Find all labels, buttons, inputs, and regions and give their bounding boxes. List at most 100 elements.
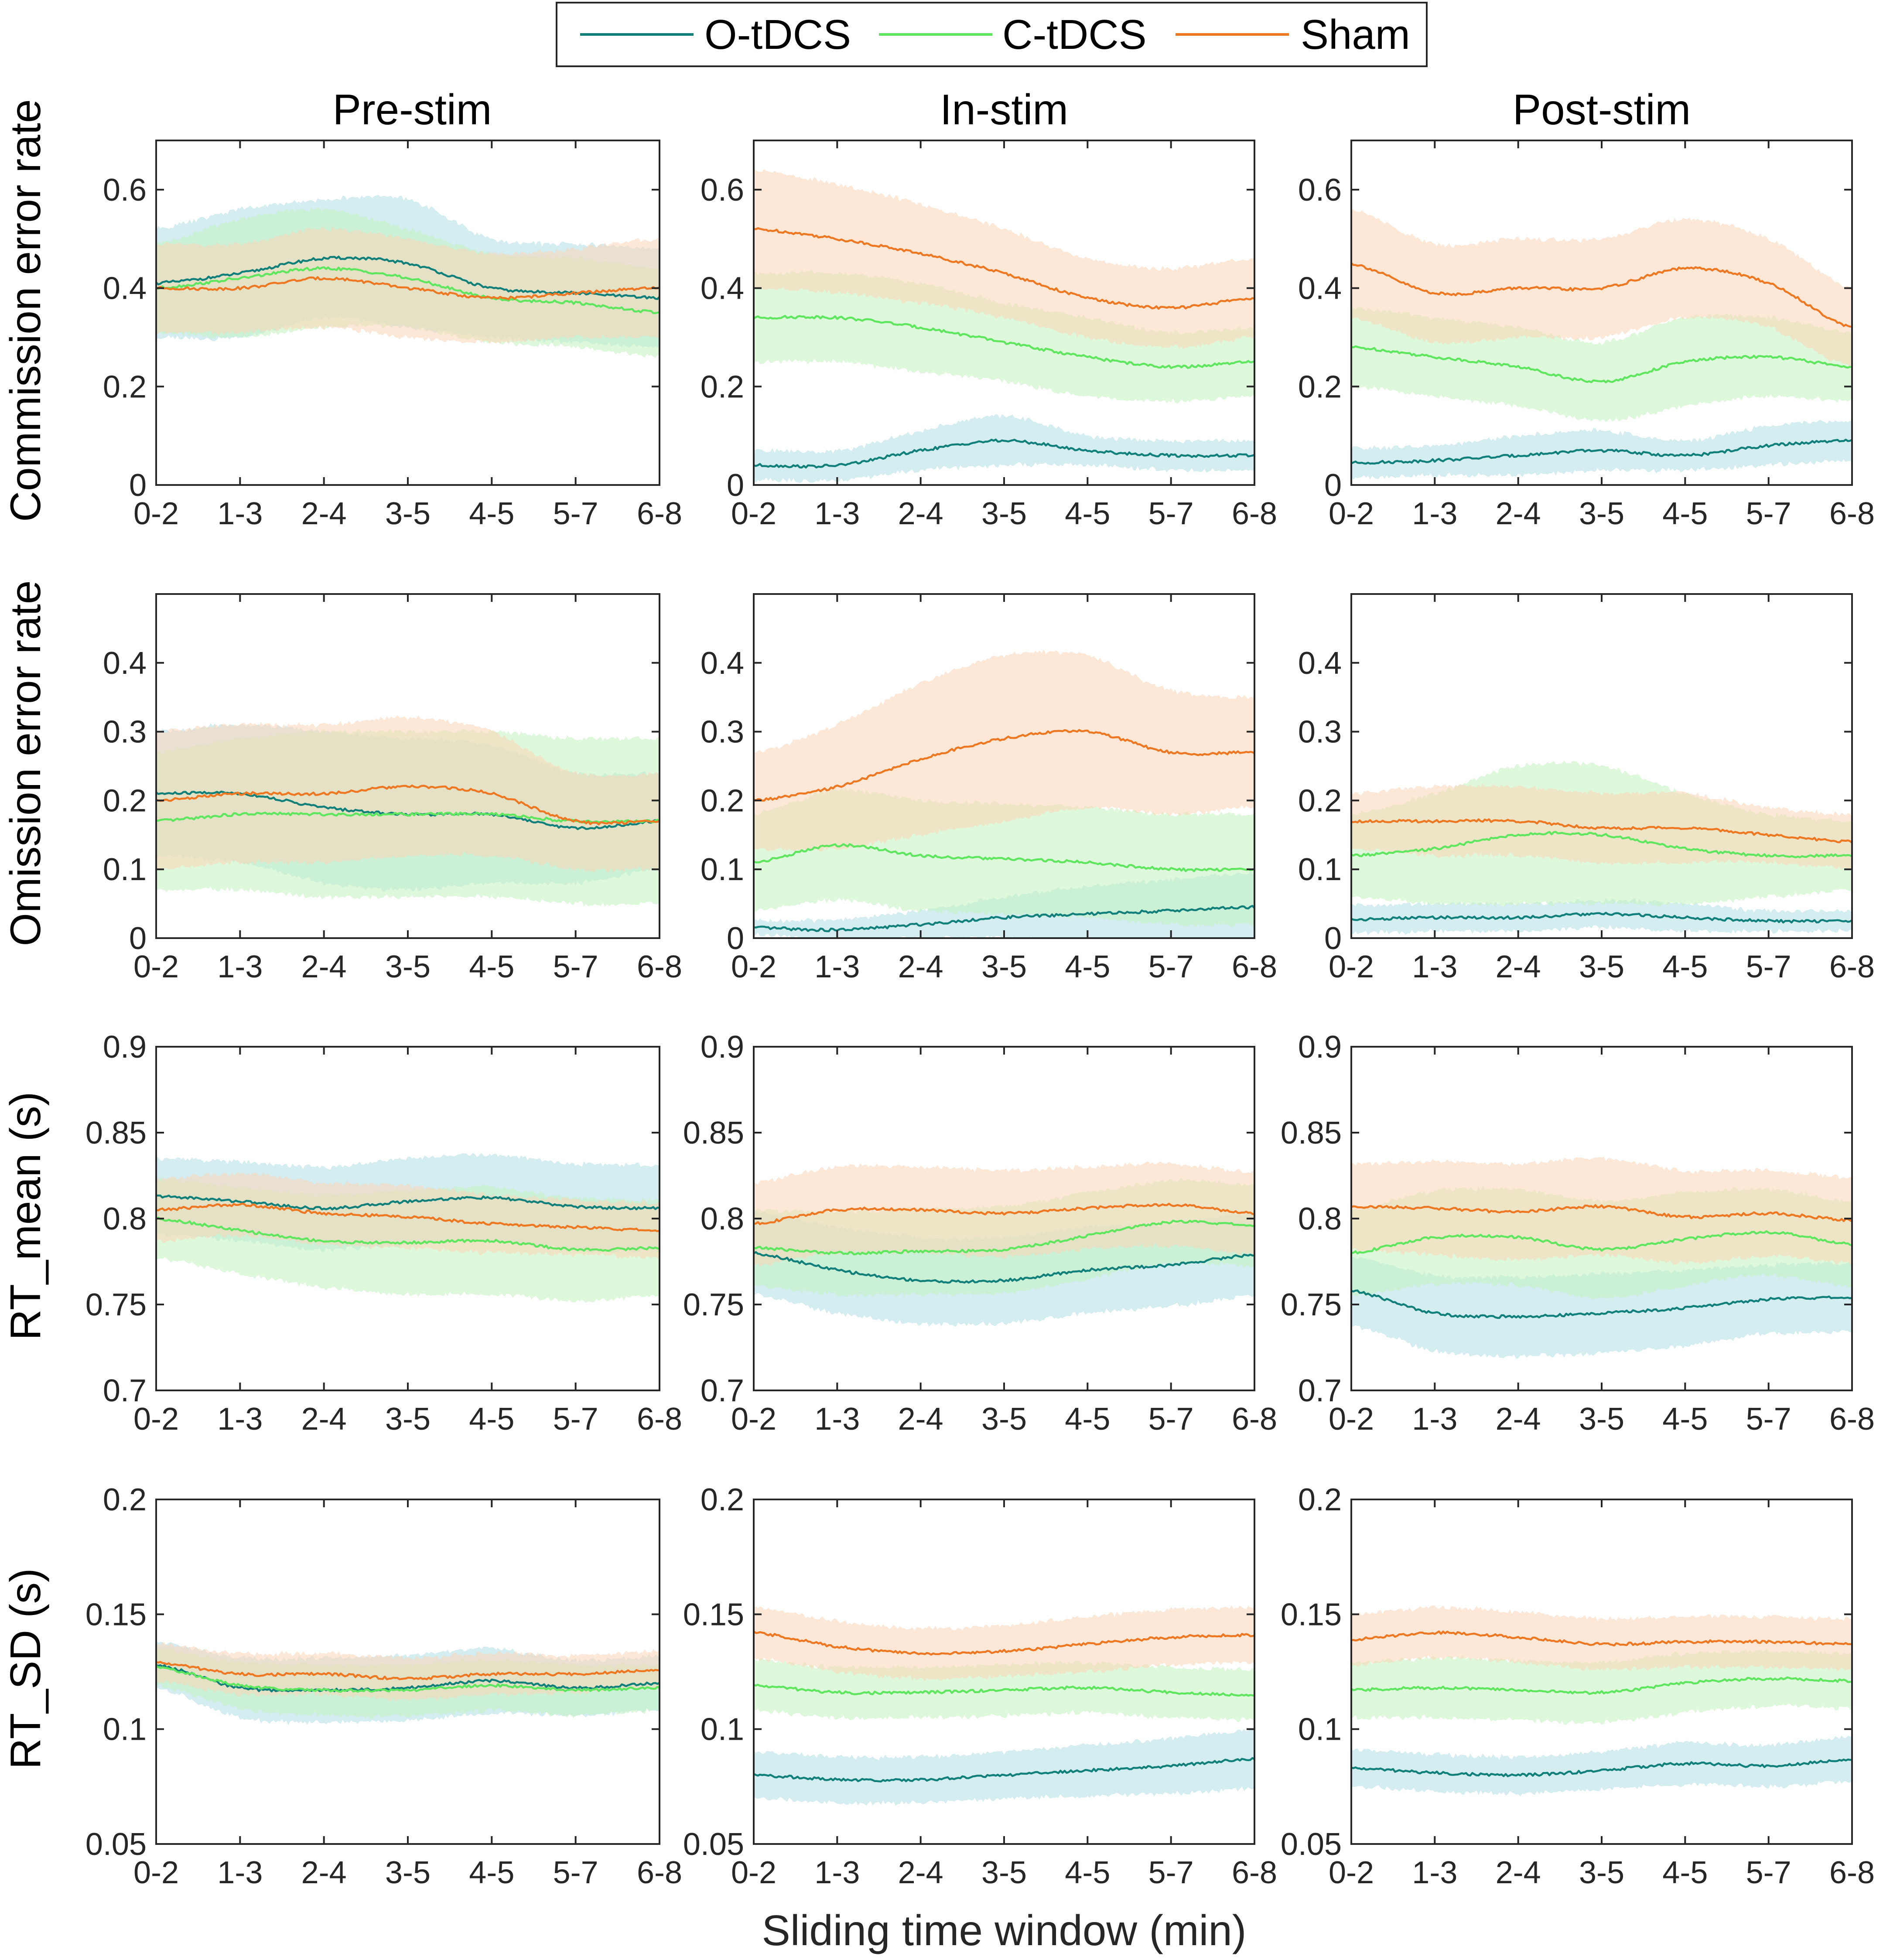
- y-tick-label: 0.6: [701, 173, 744, 208]
- x-tick-label: 5-7: [1148, 496, 1194, 531]
- x-tick-label: 6-8: [1829, 1855, 1875, 1890]
- x-tick-label: 4-5: [469, 949, 514, 984]
- x-tick-label: 5-7: [1746, 1402, 1791, 1437]
- y-tick-label: 0.4: [1298, 271, 1342, 306]
- y-tick-label: 0.1: [1298, 852, 1342, 887]
- band-o-tdcs: [754, 1728, 1254, 1806]
- x-tick-label: 2-4: [898, 1402, 943, 1437]
- band-sham: [1351, 208, 1852, 368]
- y-tick-label: 0.2: [1298, 1482, 1342, 1517]
- y-tick-label: 0: [129, 921, 147, 956]
- x-tick-label: 5-7: [1148, 949, 1194, 984]
- x-tick-label: 4-5: [1662, 1855, 1708, 1890]
- x-tick-label: 0-2: [731, 1855, 776, 1890]
- x-tick-label: 5-7: [1746, 496, 1791, 531]
- row-label-commission: Commission error rate: [1, 99, 49, 522]
- y-tick-label: 0.7: [103, 1373, 147, 1408]
- y-tick-label: 0: [1324, 468, 1342, 503]
- line-o-tdcs: [754, 1757, 1254, 1782]
- y-tick-label: 0.4: [103, 271, 147, 306]
- line-c-tdcs: [754, 1219, 1254, 1256]
- x-tick-label: 3-5: [981, 1402, 1027, 1437]
- y-tick-label: 0.6: [1298, 173, 1342, 208]
- x-tick-label: 3-5: [385, 496, 431, 531]
- x-tick-label: 0-2: [133, 1402, 179, 1437]
- x-tick-label: 0-2: [133, 949, 179, 984]
- x-tick-label: 4-5: [1662, 1402, 1708, 1437]
- line-sham: [156, 784, 660, 826]
- x-tick-label: 3-5: [981, 496, 1027, 531]
- plot-area: [1351, 208, 1852, 480]
- y-tick-label: 0: [1324, 921, 1342, 956]
- line-c-tdcs: [754, 843, 1254, 872]
- band-sham: [156, 715, 660, 873]
- x-tick-label: 1-3: [217, 1855, 263, 1890]
- y-tick-label: 0.8: [1298, 1202, 1342, 1236]
- panel-r1-c1: 0 0.2 0.4 0.6 0-2 1-3 2-4 3-5 4-5 5-7 6-8: [103, 140, 682, 531]
- x-tick-label: 0-2: [731, 949, 776, 984]
- x-tick-label: 1-3: [217, 496, 263, 531]
- y-tick-label: 0: [727, 921, 744, 956]
- legend-label-c-tdcs: C-tDCS: [1002, 11, 1147, 58]
- x-tick-label: 3-5: [1579, 496, 1624, 531]
- x-tick-label: 5-7: [553, 496, 598, 531]
- x-tick-label: 6-8: [1829, 496, 1875, 531]
- y-tick-label: 0.2: [701, 783, 744, 818]
- legend-label-sham: Sham: [1301, 11, 1410, 58]
- y-tick-label: 0.3: [103, 715, 147, 750]
- x-tick-label: 4-5: [469, 1402, 514, 1437]
- y-tick-label: 0.2: [1298, 369, 1342, 404]
- x-tick-label: 1-3: [1412, 496, 1457, 531]
- plot-area: [754, 649, 1254, 938]
- x-tick-label: 5-7: [553, 1402, 598, 1437]
- line-c-tdcs: [1351, 1676, 1852, 1695]
- y-tick-label: 0.2: [103, 369, 147, 404]
- y-tick-label: 0.3: [701, 715, 744, 750]
- band-sham: [1351, 1156, 1852, 1265]
- panel-r2-c2: 0 0.1 0.2 0.3 0.4 0-2 1-3 2-4 3-5 4-5 5-7 6-8: [701, 593, 1277, 984]
- y-tick-label: 0.6: [103, 173, 147, 208]
- x-tick-label: 2-4: [1496, 949, 1541, 984]
- plot-area: [156, 1640, 660, 1725]
- y-tick-label: 0.1: [103, 852, 147, 887]
- y-tick-label: 0.75: [1281, 1287, 1342, 1322]
- x-tick-label: 4-5: [469, 1855, 514, 1890]
- line-o-tdcs: [1351, 912, 1852, 924]
- x-tick-label: 6-8: [637, 949, 682, 984]
- line-c-tdcs: [156, 266, 660, 314]
- x-tick-label: 5-7: [1746, 949, 1791, 984]
- x-tick-label: 4-5: [1065, 1402, 1110, 1437]
- plot-area: [1351, 760, 1852, 936]
- y-tick-label: 0.8: [103, 1202, 147, 1236]
- x-tick-label: 1-3: [1412, 949, 1457, 984]
- x-tick-label: 0-2: [133, 1855, 179, 1890]
- x-tick-label: 5-7: [553, 1855, 598, 1890]
- panel-r1-c3: 0 0.2 0.4 0.6 0-2 1-3 2-4 3-5 4-5 5-7 6-8: [1298, 140, 1875, 531]
- plot-area: [156, 1153, 660, 1303]
- x-tick-label: 1-3: [814, 949, 860, 984]
- y-tick-label: 0.15: [683, 1597, 744, 1632]
- x-tick-label: 6-8: [1232, 1855, 1277, 1890]
- x-tick-label: 4-5: [1065, 949, 1110, 984]
- x-tick-label: 5-7: [1148, 1855, 1194, 1890]
- x-tick-label: 6-8: [637, 1855, 682, 1890]
- line-o-tdcs: [1351, 1759, 1852, 1777]
- x-tick-label: 3-5: [981, 1855, 1027, 1890]
- x-tick-label: 6-8: [1232, 949, 1277, 984]
- panel-r1-c2: 0 0.2 0.4 0.6 0-2 1-3 2-4 3-5 4-5 5-7 6-8: [701, 140, 1277, 531]
- plot-area: [1351, 1156, 1852, 1359]
- y-tick-label: 0.9: [103, 1030, 147, 1065]
- panel-r4-c1: 0.05 0.1 0.15 0.2 0-2 1-3 2-4 3-5 4-5 5-7 6-8: [85, 1482, 682, 1890]
- x-tick-label: 3-5: [385, 1855, 431, 1890]
- panel-r3-c3: 0.7 0.75 0.8 0.85 0.9 0-2 1-3 2-4 3-5 4-5 5-7 6-8: [1281, 1030, 1875, 1437]
- x-tick-label: 1-3: [217, 1402, 263, 1437]
- panels-container: 0 0.2 0.4 0.6 0-2 1-3 2-4 3-5 4-5 5-7 6-8 0 0.2 0.4 0.…: [85, 140, 1875, 1890]
- y-tick-label: 0.1: [1298, 1712, 1342, 1747]
- column-title-pre-stim: Pre-stim: [333, 85, 492, 133]
- y-tick-label: 0.2: [701, 1482, 744, 1517]
- y-tick-label: 0.4: [103, 646, 147, 681]
- x-tick-label: 6-8: [1829, 949, 1875, 984]
- y-tick-label: 0.7: [701, 1373, 744, 1408]
- column-title-in-stim: In-stim: [940, 85, 1068, 133]
